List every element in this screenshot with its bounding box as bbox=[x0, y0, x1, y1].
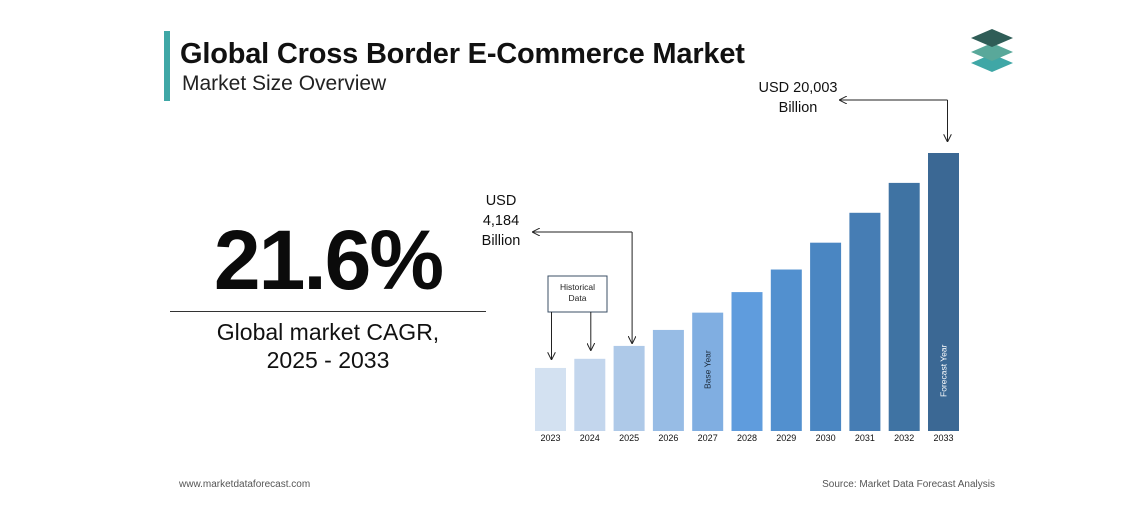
cagr-value: 21.6% bbox=[213, 213, 444, 307]
footer-website: www.marketdataforecast.com bbox=[179, 479, 311, 490]
bar-2026 bbox=[652, 329, 684, 431]
historical-data-label: Data bbox=[569, 293, 587, 303]
start-value-callout: USD bbox=[486, 193, 517, 209]
x-tick-label: 2031 bbox=[855, 433, 875, 443]
cagr-label-line1: Global market CAGR, bbox=[216, 319, 440, 345]
x-tick-label: 2032 bbox=[894, 433, 914, 443]
start-value-callout: 4,184 bbox=[483, 213, 519, 229]
historical-data-label: Historical bbox=[560, 282, 595, 292]
bar-2032 bbox=[888, 182, 920, 431]
cagr-label: Global market CAGR, 2025 - 2033 bbox=[170, 318, 486, 374]
x-tick-label: 2028 bbox=[737, 433, 757, 443]
cagr-label-line2: 2025 - 2033 bbox=[266, 347, 390, 373]
x-tick-label: 2027 bbox=[698, 433, 718, 443]
page-title: Global Cross Border E-Commerce Market bbox=[180, 38, 745, 70]
start-value-callout: Billion bbox=[482, 233, 521, 249]
x-tick-label: 2026 bbox=[658, 433, 678, 443]
x-tick-label: 2033 bbox=[933, 433, 953, 443]
x-tick-label: 2024 bbox=[580, 433, 600, 443]
base-year-label: Base Year bbox=[703, 350, 713, 389]
forecast-year-label: Forecast Year bbox=[939, 344, 949, 397]
cagr-divider bbox=[170, 311, 486, 312]
page-subtitle: Market Size Overview bbox=[182, 72, 387, 95]
x-tick-label: 2025 bbox=[619, 433, 639, 443]
bar-2028 bbox=[731, 292, 763, 431]
x-tick-label: 2029 bbox=[776, 433, 796, 443]
bar-2023 bbox=[535, 367, 566, 431]
bar-2027 bbox=[692, 312, 724, 431]
bar-2024 bbox=[574, 358, 606, 431]
bar-2029 bbox=[770, 269, 802, 431]
footer-source: Source: Market Data Forecast Analysis bbox=[822, 479, 995, 490]
historical-data-box bbox=[547, 275, 608, 313]
bar-2033 bbox=[928, 153, 959, 431]
end-value-callout: Billion bbox=[779, 100, 818, 116]
end-value-callout: USD 20,003 bbox=[759, 80, 838, 96]
bar-2030 bbox=[810, 242, 842, 431]
x-tick-label: 2030 bbox=[816, 433, 836, 443]
title-accent-bar bbox=[164, 31, 170, 101]
stacked-layers-icon bbox=[971, 29, 1013, 72]
x-tick-label: 2023 bbox=[540, 433, 560, 443]
bar-2025 bbox=[613, 345, 645, 431]
bar-2031 bbox=[849, 212, 881, 431]
